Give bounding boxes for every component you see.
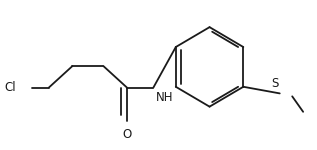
Text: S: S bbox=[271, 77, 279, 90]
Text: Cl: Cl bbox=[4, 81, 16, 94]
Text: NH: NH bbox=[156, 91, 173, 104]
Text: O: O bbox=[122, 128, 132, 141]
